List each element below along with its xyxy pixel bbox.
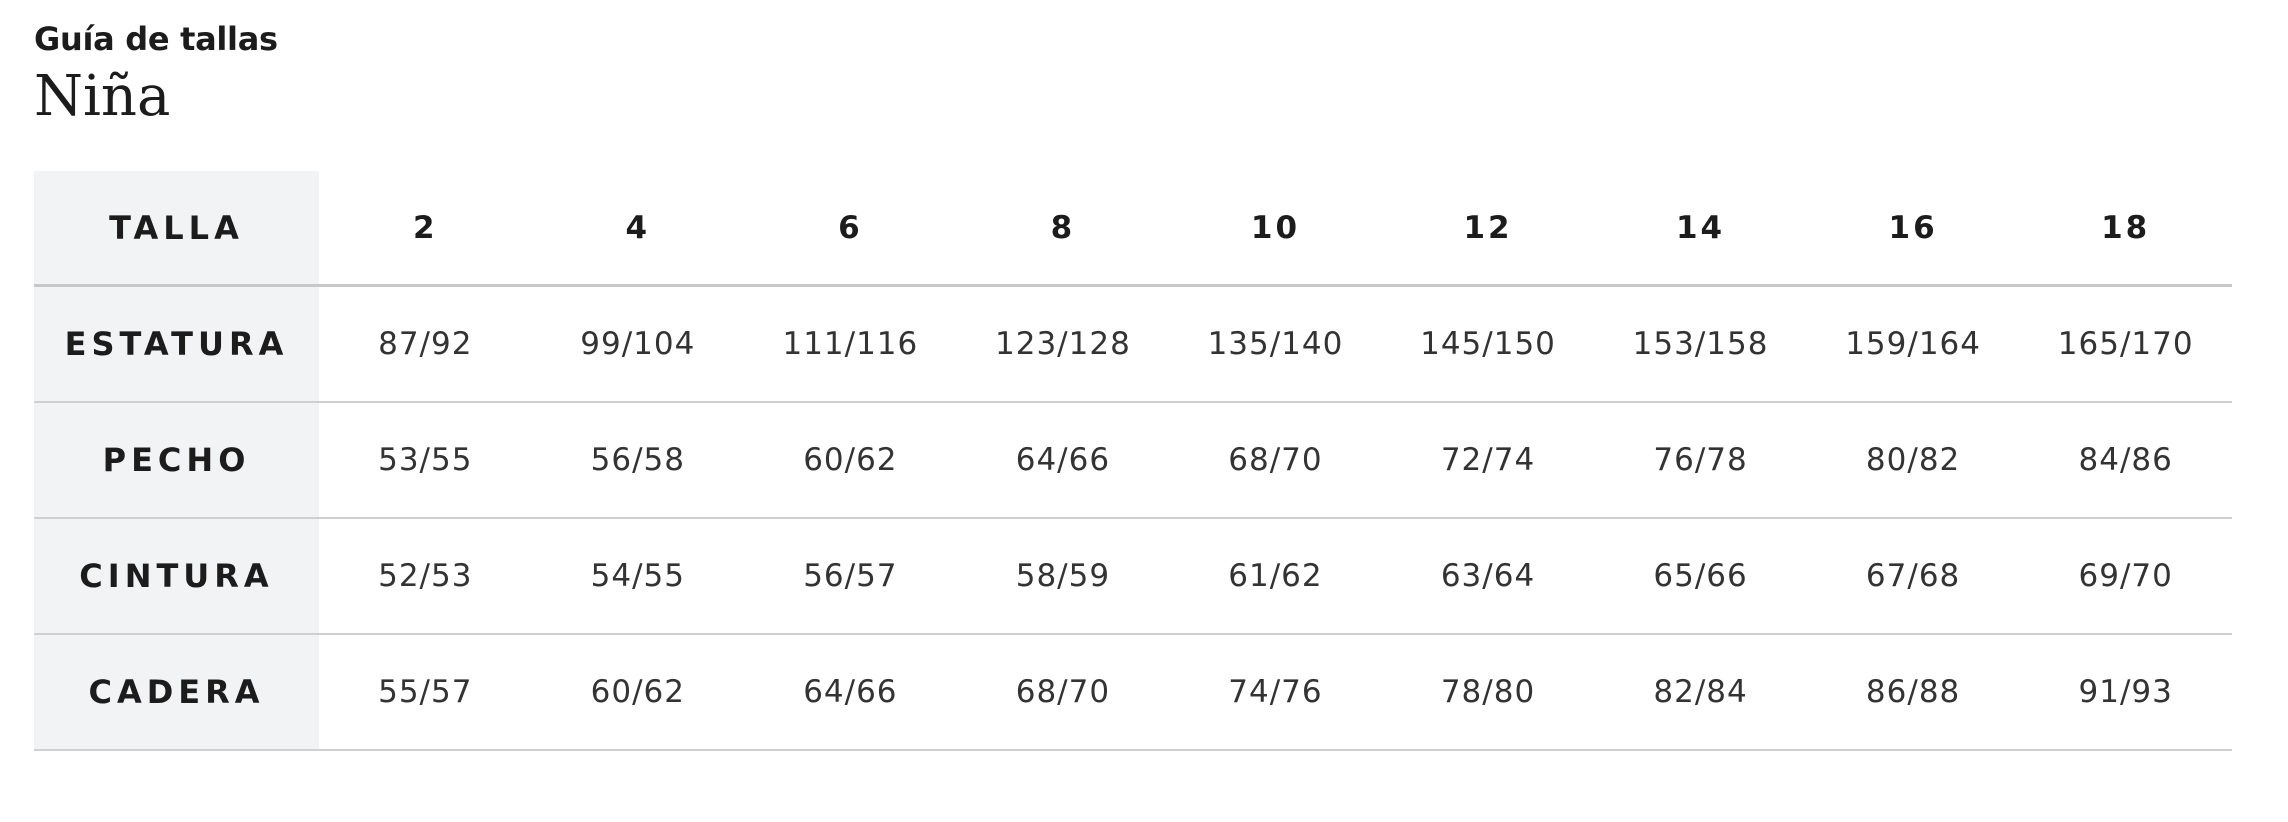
column-header: 4 xyxy=(531,171,745,287)
size-table: TALLA 2 4 6 8 10 12 14 16 18 ESTATURA 87/92 99/104 11… xyxy=(34,171,2232,751)
cell: 64/66 xyxy=(956,402,1170,519)
cell: 84/86 xyxy=(2019,402,2232,519)
cell: 60/62 xyxy=(744,402,957,519)
cell: 99/104 xyxy=(531,285,745,403)
cell: 52/53 xyxy=(319,518,532,635)
cell: 145/150 xyxy=(1381,285,1595,403)
column-header: 6 xyxy=(744,171,957,287)
column-header: 16 xyxy=(1806,171,2020,287)
column-header: 12 xyxy=(1381,171,1595,287)
column-header: 8 xyxy=(956,171,1170,287)
row-header: CINTURA xyxy=(34,518,319,635)
table-row: CADERA 55/57 60/62 64/66 68/70 74/76 78/80 82/8… xyxy=(34,634,2232,751)
cell: 159/164 xyxy=(1806,285,2020,403)
cell: 56/57 xyxy=(744,518,957,635)
cell: 86/88 xyxy=(1806,634,2020,751)
title: Guía de tallas xyxy=(34,20,278,58)
cell: 63/64 xyxy=(1381,518,1595,635)
cell: 67/68 xyxy=(1806,518,2020,635)
cell: 82/84 xyxy=(1594,634,1807,751)
cell: 60/62 xyxy=(531,634,745,751)
cell: 65/66 xyxy=(1594,518,1807,635)
cell: 87/92 xyxy=(319,285,532,403)
cell: 135/140 xyxy=(1169,285,1382,403)
table-row: CINTURA 52/53 54/55 56/57 58/59 61/62 63/64 65/… xyxy=(34,518,2232,635)
cell: 74/76 xyxy=(1169,634,1382,751)
cell: 58/59 xyxy=(956,518,1170,635)
cell: 123/128 xyxy=(956,285,1170,403)
cell: 78/80 xyxy=(1381,634,1595,751)
row-header: ESTATURA xyxy=(34,285,319,403)
cell: 53/55 xyxy=(319,402,532,519)
cell: 111/116 xyxy=(744,285,957,403)
cell: 69/70 xyxy=(2019,518,2232,635)
column-header: 14 xyxy=(1594,171,1807,287)
table-row: ESTATURA 87/92 99/104 111/116 123/128 135/140… xyxy=(34,285,2232,403)
column-header: 10 xyxy=(1169,171,1382,287)
cell: 76/78 xyxy=(1594,402,1807,519)
cell: 55/57 xyxy=(319,634,532,751)
column-header: 18 xyxy=(2019,171,2232,287)
cell: 64/66 xyxy=(744,634,957,751)
cell: 165/170 xyxy=(2019,285,2232,403)
cell: 68/70 xyxy=(956,634,1170,751)
cell: 91/93 xyxy=(2019,634,2232,751)
column-header: 2 xyxy=(319,171,532,287)
cell: 54/55 xyxy=(531,518,745,635)
cell: 153/158 xyxy=(1594,285,1807,403)
cell: 80/82 xyxy=(1806,402,2020,519)
row-header: CADERA xyxy=(34,634,319,751)
row-header: TALLA xyxy=(34,171,319,287)
cell: 68/70 xyxy=(1169,402,1382,519)
header-row: TALLA 2 4 6 8 10 12 14 16 18 xyxy=(34,171,2232,287)
cell: 72/74 xyxy=(1381,402,1595,519)
cell: 56/58 xyxy=(531,402,745,519)
table-row: PECHO 53/55 56/58 60/62 64/66 68/70 72/74 76/78… xyxy=(34,402,2232,519)
subtitle: Niña xyxy=(34,64,171,129)
row-header: PECHO xyxy=(34,402,319,519)
cell: 61/62 xyxy=(1169,518,1382,635)
